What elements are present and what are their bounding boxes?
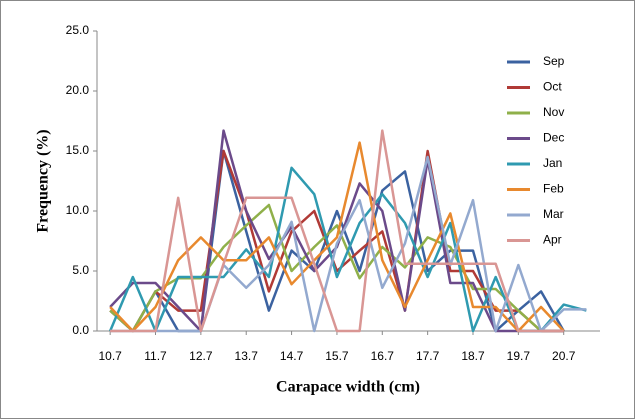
x-tick-label: 18.7 <box>461 349 485 363</box>
x-tick-label: 16.7 <box>371 349 395 363</box>
x-tick-label: 14.7 <box>280 349 304 363</box>
x-tick-label: 20.7 <box>552 349 576 363</box>
legend-label: Apr <box>543 233 562 247</box>
legend-label: Feb <box>543 182 564 196</box>
y-axis-title: Frequency (%) <box>35 129 52 232</box>
x-tick-label: 19.7 <box>507 349 531 363</box>
x-tick-label: 15.7 <box>325 349 349 363</box>
series-line <box>109 141 565 333</box>
y-tick-label: 10.0 <box>66 203 90 217</box>
legend-label: Dec <box>543 131 564 145</box>
y-tick-label: 5.0 <box>72 263 89 277</box>
y-tick-label: 20.0 <box>66 83 90 97</box>
x-tick-label: 12.7 <box>189 349 213 363</box>
legend-label: Jan <box>543 156 562 170</box>
x-tick-label: 10.7 <box>98 349 122 363</box>
series-line <box>109 166 587 333</box>
legend-label: Mar <box>543 207 564 221</box>
series-line <box>110 129 564 333</box>
legend-label: Oct <box>543 80 562 94</box>
x-tick-label: 13.7 <box>235 349 259 363</box>
legend-label: Nov <box>543 105 564 119</box>
y-tick-label: 0.0 <box>72 323 89 337</box>
y-tick-label: 25.0 <box>66 23 90 37</box>
x-axis-title: Carapace width (cm) <box>276 379 420 396</box>
y-tick-label: 15.0 <box>66 143 90 157</box>
x-tick-label: 11.7 <box>144 349 167 363</box>
x-tick-label: 17.7 <box>416 349 440 363</box>
legend-label: Sep <box>543 54 565 68</box>
